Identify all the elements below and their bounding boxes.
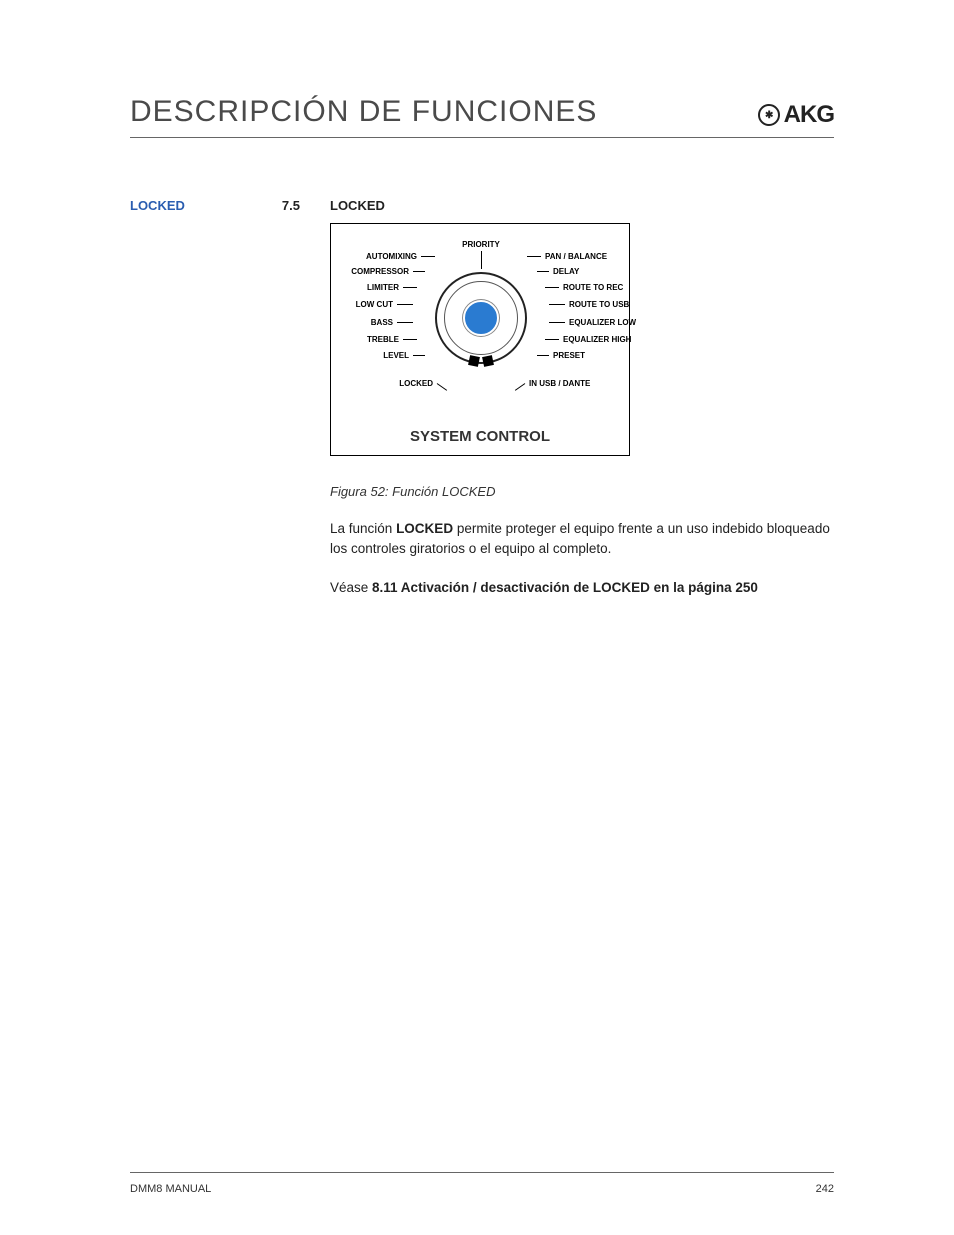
dial-indicator-2 — [482, 355, 494, 367]
rotary-dial — [435, 272, 527, 364]
dial-label-inusbdante: IN USB / DANTE — [513, 379, 590, 388]
dial-label-preset: PRESET — [537, 351, 585, 360]
diagram-title: SYSTEM CONTROL — [341, 428, 619, 445]
leader-line — [481, 251, 482, 269]
dial-label-eqlow: EQUALIZER LOW — [549, 318, 636, 327]
paragraph-2: Véase 8.11 Activación / desactivación de… — [330, 578, 834, 598]
brand-logo: ✱ AKG — [758, 101, 834, 129]
figure-caption: Figura 52: Función LOCKED — [330, 484, 834, 499]
content-row: LOCKED 7.5 LOCKED PRIORITY AUTOMIXING CO… — [130, 198, 834, 616]
section-side-label: LOCKED — [130, 198, 270, 213]
dial-label-locked: LOCKED — [399, 379, 449, 388]
page-header: DESCRIPCIÓN DE FUNCIONES ✱ AKG — [130, 95, 834, 138]
main-column: LOCKED PRIORITY AUTOMIXING COMPRESSOR — [300, 198, 834, 616]
dial-container: PRIORITY AUTOMIXING COMPRESSOR LIMITER L… — [341, 242, 621, 422]
brand-logo-icon: ✱ — [758, 104, 780, 126]
dial-label-compressor: COMPRESSOR — [351, 267, 425, 276]
paragraph-1: La función LOCKED permite proteger el eq… — [330, 519, 834, 560]
dial-label-treble: TREBLE — [367, 335, 417, 344]
dial-label-automixing: AUTOMIXING — [366, 252, 435, 261]
section-number: 7.5 — [270, 198, 300, 213]
dial-label-limiter: LIMITER — [367, 283, 417, 292]
dial-center — [463, 300, 499, 336]
dial-label-lowcut: LOW CUT — [356, 300, 413, 309]
dial-label-routetousb: ROUTE TO USB — [549, 300, 629, 309]
dial-label-delay: DELAY — [537, 267, 579, 276]
dial-label-eqhigh: EQUALIZER HIGH — [545, 335, 631, 344]
page-title: DESCRIPCIÓN DE FUNCIONES — [130, 95, 597, 129]
dial-label-priority: PRIORITY — [462, 240, 500, 249]
dial-label-bass: BASS — [371, 318, 413, 327]
dial-label-panbalance: PAN / BALANCE — [527, 252, 607, 261]
dial-label-level: LEVEL — [383, 351, 425, 360]
system-control-diagram: PRIORITY AUTOMIXING COMPRESSOR LIMITER L… — [330, 223, 630, 456]
dial-label-routetorec: ROUTE TO REC — [545, 283, 623, 292]
page-footer: DMM8 MANUAL 242 — [130, 1172, 834, 1195]
section-heading: LOCKED — [330, 198, 834, 213]
footer-left: DMM8 MANUAL — [130, 1183, 211, 1195]
brand-logo-text: AKG — [784, 101, 834, 129]
dial-indicator — [468, 355, 480, 367]
footer-page-number: 242 — [816, 1183, 834, 1195]
